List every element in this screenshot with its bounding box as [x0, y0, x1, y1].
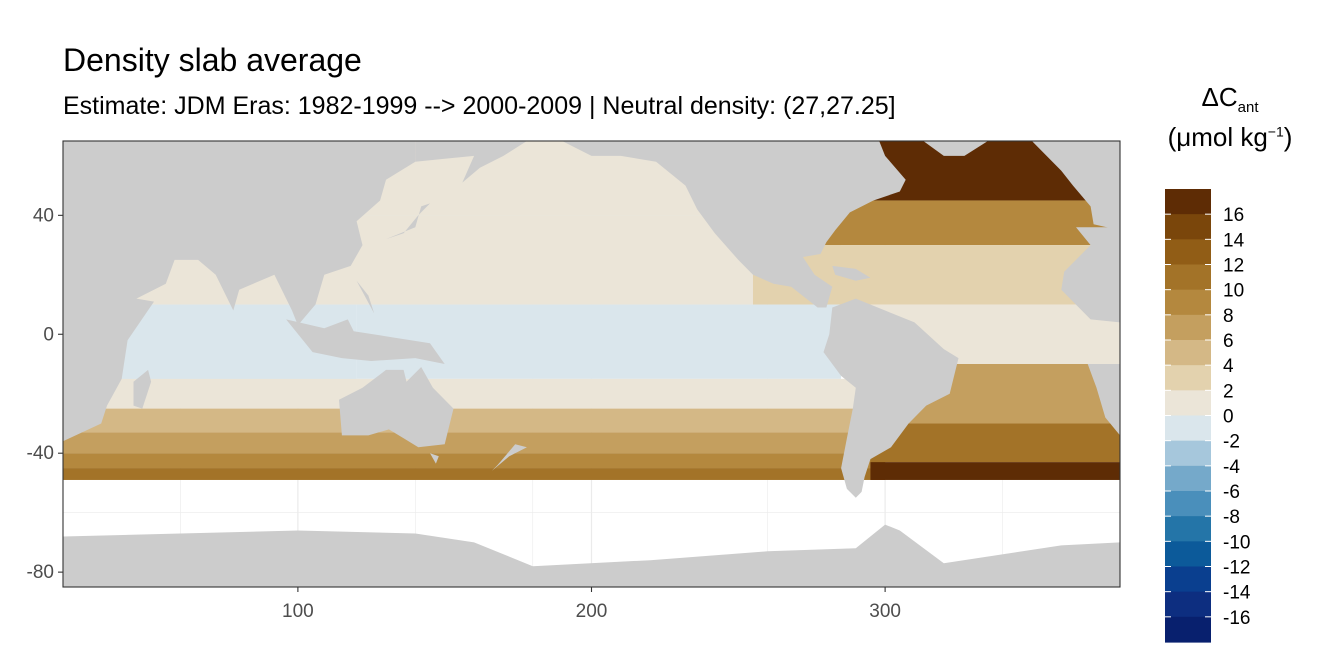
- land-north-america: [562, 141, 906, 308]
- legend-symbol-sub: ant: [1237, 99, 1259, 117]
- chart-subtitle: Estimate: JDM Eras: 1982-1999 --> 2000-2…: [63, 92, 896, 120]
- land-mask: [63, 141, 1120, 587]
- colorbar: 16 14 12 10 8 6 4 2 0 -2 -4 -6 -8 -10 -12 -14 -16: [1165, 189, 1251, 643]
- colorbar-swatch: [1165, 264, 1211, 291]
- colorbar-swatch: [1165, 591, 1211, 618]
- x-tick-label: 200: [576, 601, 608, 622]
- colorbar-swatch: [1165, 465, 1211, 492]
- colorbar-label: 2: [1223, 381, 1234, 402]
- colorbar-label: -10: [1223, 532, 1250, 553]
- colorbar-swatch: [1165, 440, 1211, 467]
- colorbar-swatch: [1165, 189, 1211, 215]
- colorbar-label: 4: [1223, 356, 1234, 377]
- value-band: [356, 304, 842, 379]
- colorbar-label: -2: [1223, 432, 1240, 453]
- colorbar-label: 0: [1223, 407, 1234, 428]
- land-southwest-africa: [1087, 364, 1120, 436]
- colorbar-label: 6: [1223, 331, 1234, 352]
- land-philippines: [356, 280, 375, 314]
- colorbar-swatch: [1165, 390, 1211, 417]
- y-tick-label: 0: [43, 324, 54, 345]
- value-band: [63, 378, 886, 409]
- colorbar-swatch: [1165, 491, 1211, 517]
- colorbar-label: -8: [1223, 507, 1240, 528]
- colorbar-swatch: [1165, 340, 1211, 366]
- colorbar-swatch: [1165, 239, 1211, 266]
- value-band: [63, 432, 886, 454]
- colorbar-swatch: [1165, 214, 1211, 240]
- colorbar-swatch: [1165, 289, 1211, 316]
- land-south-america: [823, 298, 959, 498]
- legend-unit-suffix: ): [1283, 122, 1293, 152]
- land-maritime-se-asia: [286, 319, 445, 364]
- colorbar-swatch: [1165, 566, 1211, 593]
- chart-title: Density slab average: [63, 42, 362, 78]
- land-europe: [1031, 141, 1120, 231]
- colorbar-label: 16: [1223, 205, 1244, 226]
- land-west-africa: [1061, 227, 1120, 323]
- colorbar-label: 10: [1223, 281, 1244, 302]
- land-caribbean: [832, 265, 871, 281]
- land-tasmania: [430, 453, 439, 464]
- x-tick-label: 300: [869, 601, 901, 622]
- land-australia: [339, 367, 454, 448]
- legend-unit-sup: −1: [1267, 123, 1284, 140]
- colorbar-label: -16: [1223, 608, 1250, 629]
- legend-unit-prefix: (μmol kg: [1167, 122, 1268, 152]
- legend-symbol: ΔC: [1201, 82, 1238, 112]
- value-band: [63, 453, 886, 469]
- colorbar-swatch: [1165, 314, 1211, 341]
- value-band: [870, 423, 1120, 463]
- land-madagascar: [133, 369, 152, 409]
- colorbar-swatch: [1165, 616, 1211, 643]
- colorbar-swatch: [1165, 516, 1211, 542]
- value-band: [870, 462, 1120, 480]
- colorbar-label: 8: [1223, 306, 1234, 327]
- colorbar-label: -12: [1223, 558, 1250, 579]
- y-tick-label: -80: [27, 562, 54, 583]
- land-afro-eurasia: [63, 141, 416, 442]
- colorbar-label: -6: [1223, 482, 1240, 503]
- value-band: [63, 468, 886, 480]
- value-band: [63, 408, 886, 433]
- x-tick-label: 100: [282, 601, 314, 622]
- land-ne-asia: [415, 141, 527, 183]
- colorbar-swatch: [1165, 365, 1211, 391]
- colorbar-swatch: [1165, 541, 1211, 568]
- colorbar-swatch: [1165, 415, 1211, 442]
- land-japan: [386, 203, 430, 240]
- land-antarctica: [63, 524, 1120, 587]
- colorbar-label: 12: [1223, 256, 1244, 277]
- land-new-zealand: [491, 444, 527, 471]
- y-tick-label: 40: [33, 205, 54, 226]
- colorbar-label: -4: [1223, 457, 1240, 478]
- colorbar-label: -14: [1223, 583, 1251, 604]
- y-axis: 40 0 -40 -80: [27, 205, 63, 583]
- land-greenland: [923, 141, 988, 156]
- x-axis: 100 200 300: [282, 587, 901, 622]
- colorbar-label: 14: [1223, 230, 1245, 251]
- map-panel: [63, 141, 1120, 587]
- y-tick-label: -40: [27, 443, 54, 464]
- legend-title: ΔCant (μmol kg−1): [1160, 82, 1300, 153]
